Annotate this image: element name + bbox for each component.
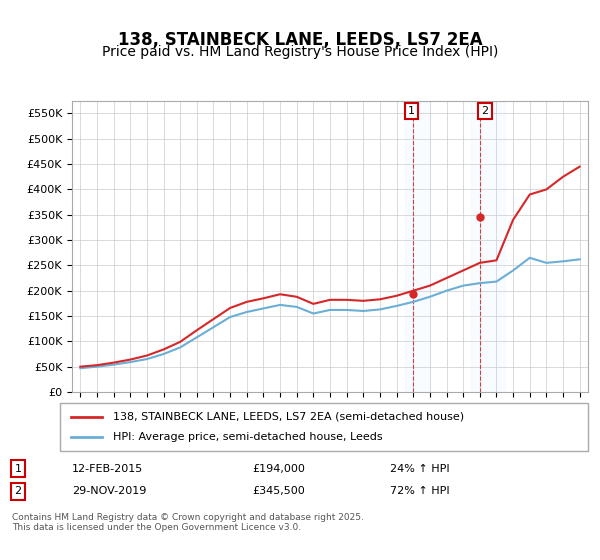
- Text: Price paid vs. HM Land Registry's House Price Index (HPI): Price paid vs. HM Land Registry's House …: [102, 45, 498, 59]
- Text: £194,000: £194,000: [252, 464, 305, 474]
- Text: Contains HM Land Registry data © Crown copyright and database right 2025.
This d: Contains HM Land Registry data © Crown c…: [12, 513, 364, 532]
- Text: 138, STAINBECK LANE, LEEDS, LS7 2EA (semi-detached house): 138, STAINBECK LANE, LEEDS, LS7 2EA (sem…: [113, 412, 464, 422]
- Text: 1: 1: [408, 106, 415, 116]
- Text: 138, STAINBECK LANE, LEEDS, LS7 2EA: 138, STAINBECK LANE, LEEDS, LS7 2EA: [118, 31, 482, 49]
- FancyBboxPatch shape: [60, 403, 588, 451]
- Text: HPI: Average price, semi-detached house, Leeds: HPI: Average price, semi-detached house,…: [113, 432, 382, 442]
- Text: £345,500: £345,500: [252, 487, 305, 496]
- Bar: [472, 101, 505, 392]
- Text: 29-NOV-2019: 29-NOV-2019: [72, 487, 146, 496]
- Text: 12-FEB-2015: 12-FEB-2015: [72, 464, 143, 474]
- Text: 24% ↑ HPI: 24% ↑ HPI: [390, 464, 449, 474]
- Text: 2: 2: [14, 487, 22, 496]
- Text: 72% ↑ HPI: 72% ↑ HPI: [390, 487, 449, 496]
- Bar: [405, 101, 430, 392]
- Text: 1: 1: [14, 464, 22, 474]
- Text: 2: 2: [481, 106, 488, 116]
